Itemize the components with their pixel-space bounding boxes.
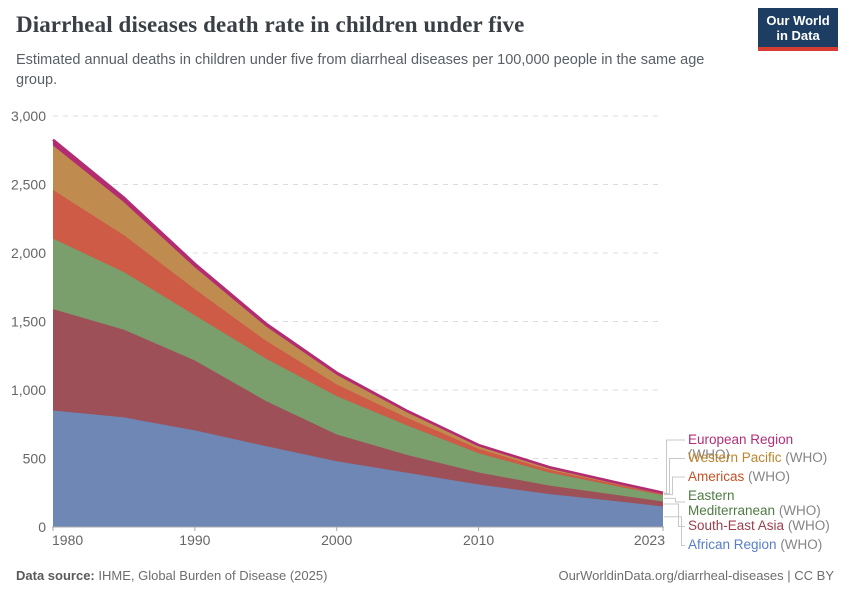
- x-tick-label-2000: 2000: [321, 532, 352, 548]
- legend-suffix: (WHO): [744, 469, 790, 484]
- legend-suffix: (WHO): [776, 537, 823, 552]
- legend-item-south-east-asia[interactable]: South-East Asia (WHO): [688, 518, 838, 534]
- x-tick-label-2010: 2010: [463, 532, 494, 548]
- x-tick-label-2023: 2023: [634, 532, 665, 548]
- y-tick-label-0: 0: [38, 519, 46, 535]
- legend-label: African Region: [688, 537, 777, 552]
- y-tick-label-3,000: 3,000: [11, 108, 46, 124]
- legend-item-african-region[interactable]: African Region (WHO): [688, 537, 838, 553]
- y-tick-label-1,000: 1,000: [11, 382, 46, 398]
- chart-subtitle: Estimated annual deaths in children unde…: [16, 52, 705, 89]
- legend-suffix: (WHO): [781, 450, 828, 465]
- legend-connector-western-pacific: [664, 458, 685, 495]
- legend-suffix: (WHO): [784, 518, 830, 533]
- legend-item-eastern[interactable]: Eastern Mediterranean (WHO): [688, 488, 838, 518]
- area-South-East Asia (WHO)[interactable]: [53, 309, 663, 507]
- legend-connector-european-region: [664, 439, 685, 494]
- y-tick-label-2,000: 2,000: [11, 245, 46, 261]
- x-tick-label-1980: 1980: [52, 532, 83, 548]
- y-tick-label-2,500: 2,500: [11, 177, 46, 193]
- legend-item-western-pacific[interactable]: Western Pacific (WHO): [688, 450, 838, 466]
- legend-label: European Region: [688, 432, 794, 447]
- legend-connector-americas: [664, 476, 685, 496]
- legend-item-americas[interactable]: Americas (WHO): [688, 469, 838, 485]
- y-tick-label-500: 500: [23, 451, 47, 467]
- owid-logo-text: Our World in Data: [758, 8, 838, 47]
- area-topline-European Region (WHO): [52, 138, 664, 495]
- legend-label: Americas: [688, 469, 745, 484]
- x-tick-label-1990: 1990: [179, 532, 210, 548]
- legend-suffix: (WHO): [688, 446, 730, 462]
- legend-label: Eastern: [688, 488, 735, 503]
- legend-label-line2: Mediterranean: [688, 502, 776, 518]
- footer-source: Data source: IHME, Global Burden of Dise…: [16, 568, 328, 583]
- legend-item-european-region[interactable]: European Region (WHO): [688, 432, 838, 462]
- legend-connector-eastern: [664, 497, 685, 503]
- y-tick-label-1,500: 1,500: [11, 314, 46, 330]
- owid-logo-redbar: [758, 47, 838, 51]
- legend-label: Western Pacific: [688, 450, 782, 465]
- area-African Region (WHO)[interactable]: [53, 410, 663, 527]
- footer-license-link[interactable]: OurWorldinData.org/diarrheal-diseases | …: [558, 568, 834, 583]
- chart-title: Diarrheal diseases death rate in childre…: [16, 12, 525, 37]
- stacked-area-chart[interactable]: 1980 1990 2000 2010 2023 0 500 1,000 1,500 2,000 2…: [0, 0, 850, 560]
- legend-label: South-East Asia: [688, 518, 785, 533]
- chart-header: Diarrheal diseases death rate in childre…: [16, 12, 834, 38]
- owid-logo[interactable]: Our World in Data: [758, 8, 838, 51]
- legend-connector-african-region: [664, 516, 685, 546]
- chart-footer: Data source: IHME, Global Burden of Dise…: [16, 568, 834, 583]
- legend-suffix: (WHO): [775, 502, 821, 518]
